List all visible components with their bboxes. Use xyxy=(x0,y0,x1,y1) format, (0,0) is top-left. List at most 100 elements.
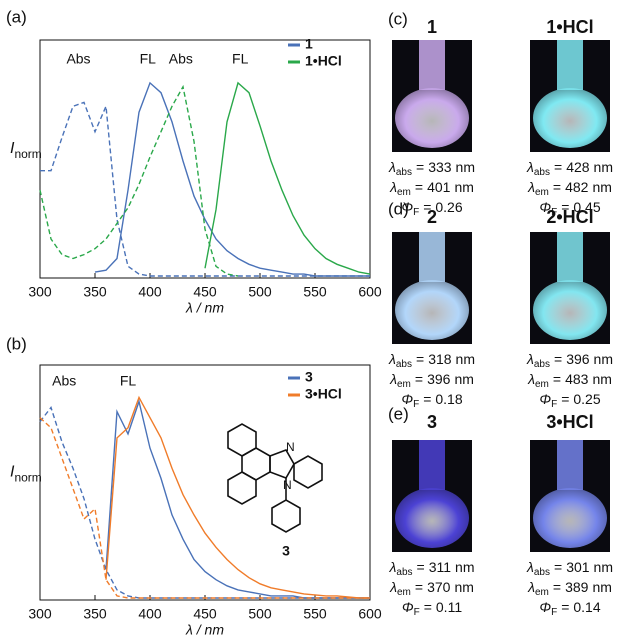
annotation: Abs xyxy=(66,51,90,67)
flask-neck xyxy=(419,232,445,282)
fl-line xyxy=(106,402,370,599)
flask-body xyxy=(395,88,469,148)
x-tick-label: 400 xyxy=(138,284,162,300)
value: 396 xyxy=(566,351,590,367)
unit: nm xyxy=(592,579,611,595)
value: 0.14 xyxy=(573,599,600,615)
symbol: Φ xyxy=(539,599,551,615)
x-tick-label: 450 xyxy=(193,606,217,622)
subscript: em xyxy=(535,379,549,390)
subscript: abs xyxy=(396,359,412,370)
value: 483 xyxy=(565,371,589,387)
annotation: Abs xyxy=(169,51,193,67)
sample-name: 2 xyxy=(427,207,437,227)
panel-label: (a) xyxy=(6,7,27,26)
value: 311 xyxy=(429,559,452,575)
unit: nm xyxy=(594,559,613,575)
value: 0.26 xyxy=(435,199,462,215)
x-tick-label: 600 xyxy=(358,606,382,622)
unit: nm xyxy=(455,559,474,575)
symbol: λ xyxy=(526,159,534,175)
property-line: ΦF=0.25 xyxy=(539,391,600,410)
subscript: abs xyxy=(396,167,412,178)
equals: = xyxy=(561,391,569,407)
x-tick-label: 450 xyxy=(193,284,217,300)
equals: = xyxy=(415,579,423,595)
sample-name: 1 xyxy=(427,17,437,37)
x-tick-label: 350 xyxy=(83,606,107,622)
equals: = xyxy=(554,351,562,367)
equals: = xyxy=(554,559,562,575)
value: 401 xyxy=(427,179,451,195)
equals: = xyxy=(415,371,423,387)
abs-line xyxy=(40,408,370,599)
property-line: λem=396nm xyxy=(389,371,474,390)
unit: nm xyxy=(456,351,475,367)
value: 0.18 xyxy=(435,391,462,407)
equals: = xyxy=(416,351,424,367)
symbol: λ xyxy=(526,559,534,575)
value: 0.25 xyxy=(573,391,600,407)
symbol: λ xyxy=(388,351,396,367)
equals: = xyxy=(417,559,425,575)
structure xyxy=(228,424,322,532)
property-line: ΦF=0.14 xyxy=(539,599,600,618)
unit: nm xyxy=(594,351,613,367)
annotation: Abs xyxy=(52,373,76,389)
property-line: λabs=333nm xyxy=(388,159,475,178)
subscript: em xyxy=(397,187,411,198)
x-tick-label: 300 xyxy=(28,284,52,300)
legend-label: 1 xyxy=(305,36,313,52)
subscript: abs xyxy=(534,567,550,578)
subscript: em xyxy=(535,187,549,198)
x-tick-label: 600 xyxy=(358,284,382,300)
x-tick-label: 500 xyxy=(248,284,272,300)
flask-neck xyxy=(557,232,583,282)
legend-label: 3•HCl xyxy=(305,386,342,402)
symbol: λ xyxy=(526,351,534,367)
equals: = xyxy=(553,179,561,195)
panel-label: (e) xyxy=(388,404,409,423)
structure-label: 3 xyxy=(282,543,290,559)
legend-label: 1•HCl xyxy=(305,53,342,69)
symbol: Φ xyxy=(402,599,414,615)
equals: = xyxy=(423,391,431,407)
panel-label: (c) xyxy=(388,9,408,28)
fl-line xyxy=(205,83,370,274)
annotation: FL xyxy=(232,51,249,67)
y-label-sub: norm xyxy=(14,147,41,161)
panel-label: (b) xyxy=(6,334,27,353)
unit: nm xyxy=(592,371,611,387)
equals: = xyxy=(415,179,423,195)
y-axis-label: Inorm xyxy=(10,140,42,161)
unit: nm xyxy=(594,159,613,175)
subscript: F xyxy=(413,399,419,410)
flask-neck xyxy=(419,440,445,490)
x-tick-label: 550 xyxy=(303,284,327,300)
x-axis-label: λ / nm xyxy=(185,300,224,316)
flask-body xyxy=(533,280,607,340)
flask-neck xyxy=(557,40,583,90)
subscript: abs xyxy=(534,167,550,178)
sample-name: 3•HCl xyxy=(546,412,593,432)
symbol: λ xyxy=(389,559,397,575)
equals: = xyxy=(424,599,432,615)
value: 389 xyxy=(565,579,589,595)
symbol: λ xyxy=(527,371,535,387)
value: 482 xyxy=(565,179,589,195)
flask-body xyxy=(533,88,607,148)
unit: nm xyxy=(592,179,611,195)
equals: = xyxy=(553,371,561,387)
panel-label: (d) xyxy=(388,199,409,218)
flask-body xyxy=(395,488,469,548)
subscript: F xyxy=(413,207,419,218)
equals: = xyxy=(561,599,569,615)
subscript: abs xyxy=(396,567,412,578)
equals: = xyxy=(416,159,424,175)
value: 318 xyxy=(428,351,452,367)
